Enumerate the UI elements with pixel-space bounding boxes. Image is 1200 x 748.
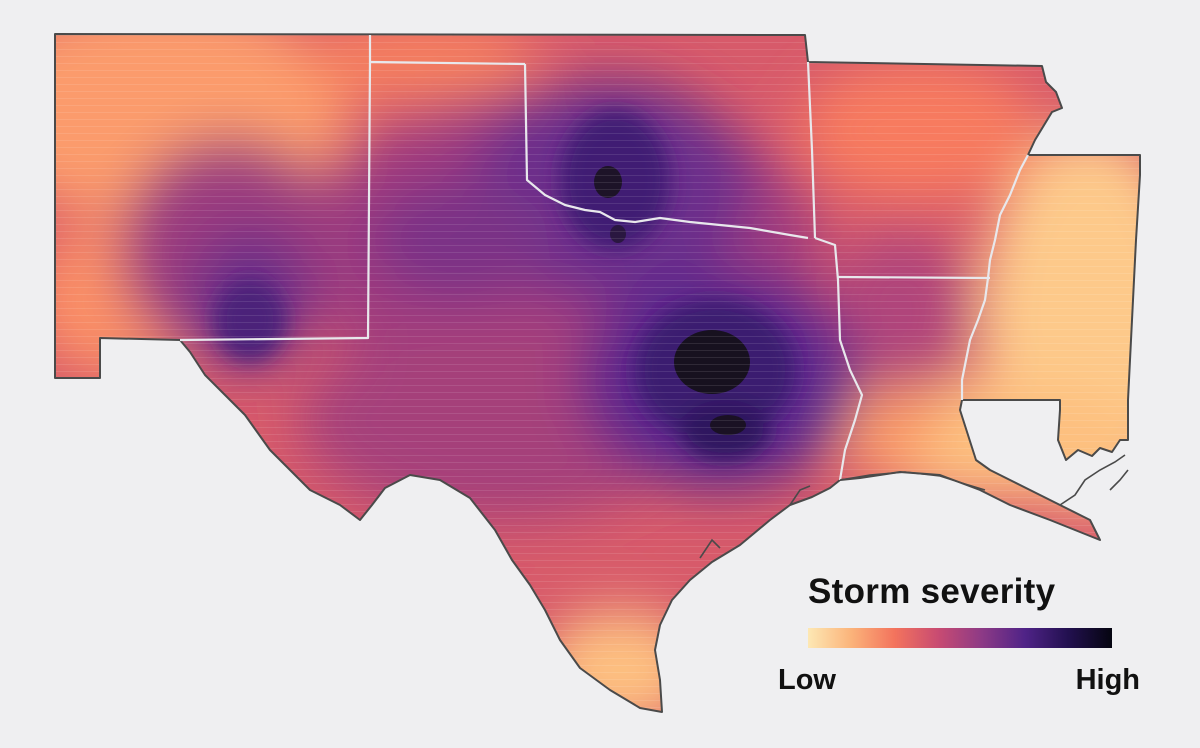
state-borders: [54, 33, 1141, 713]
interior-borders: [179, 35, 1029, 481]
legend: Storm severity Low High: [778, 572, 1150, 702]
legend-color-bar: [808, 628, 1112, 648]
legend-title: Storm severity: [808, 572, 1056, 611]
gulf-coastline: [699, 454, 1129, 559]
legend-high-label: High: [1075, 664, 1140, 696]
legend-low-label: Low: [778, 664, 836, 696]
